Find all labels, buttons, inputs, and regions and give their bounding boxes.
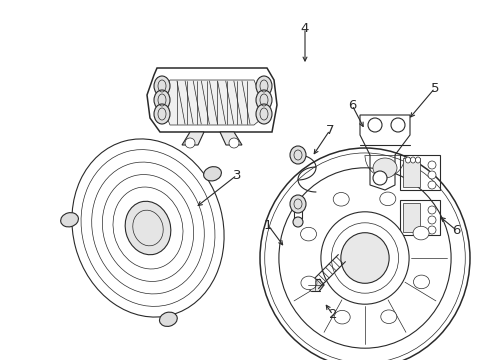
Text: 6: 6	[347, 99, 355, 112]
Text: 2: 2	[328, 309, 337, 321]
Text: 1: 1	[263, 219, 272, 231]
Ellipse shape	[332, 193, 348, 206]
Ellipse shape	[380, 310, 396, 324]
Ellipse shape	[125, 201, 170, 255]
Ellipse shape	[390, 118, 404, 132]
Ellipse shape	[427, 181, 435, 189]
Text: 5: 5	[430, 81, 438, 95]
Ellipse shape	[154, 104, 170, 124]
Ellipse shape	[292, 217, 303, 227]
Ellipse shape	[256, 76, 271, 96]
Text: 3: 3	[232, 168, 241, 181]
Ellipse shape	[333, 310, 349, 324]
Ellipse shape	[427, 206, 435, 214]
Ellipse shape	[260, 148, 469, 360]
Ellipse shape	[289, 146, 305, 164]
Ellipse shape	[415, 157, 420, 163]
Ellipse shape	[184, 138, 195, 148]
Text: 7: 7	[325, 123, 334, 136]
Ellipse shape	[300, 227, 316, 241]
Ellipse shape	[256, 104, 271, 124]
Ellipse shape	[203, 167, 221, 181]
Ellipse shape	[427, 171, 435, 179]
Ellipse shape	[405, 157, 409, 163]
Text: 4: 4	[300, 22, 308, 35]
Polygon shape	[359, 115, 409, 190]
Polygon shape	[182, 132, 203, 145]
Ellipse shape	[379, 192, 395, 206]
Ellipse shape	[340, 233, 388, 283]
Ellipse shape	[372, 158, 396, 178]
Ellipse shape	[289, 195, 305, 213]
Ellipse shape	[72, 139, 224, 317]
Ellipse shape	[159, 312, 177, 327]
Polygon shape	[402, 203, 419, 232]
Ellipse shape	[300, 276, 316, 290]
Ellipse shape	[154, 76, 170, 96]
Ellipse shape	[427, 161, 435, 169]
Ellipse shape	[305, 278, 324, 292]
Ellipse shape	[412, 226, 428, 240]
Ellipse shape	[320, 212, 408, 304]
Text: 6: 6	[451, 224, 459, 237]
Ellipse shape	[372, 171, 386, 185]
Ellipse shape	[409, 157, 415, 163]
Polygon shape	[399, 155, 439, 190]
Polygon shape	[402, 158, 419, 187]
Ellipse shape	[256, 90, 271, 110]
Polygon shape	[163, 80, 260, 125]
Ellipse shape	[331, 223, 398, 293]
Polygon shape	[220, 132, 242, 145]
Ellipse shape	[228, 138, 239, 148]
Polygon shape	[147, 68, 276, 132]
Ellipse shape	[413, 275, 428, 289]
Ellipse shape	[154, 90, 170, 110]
Ellipse shape	[61, 213, 78, 227]
Ellipse shape	[367, 118, 381, 132]
Polygon shape	[399, 200, 439, 235]
Ellipse shape	[427, 216, 435, 224]
Ellipse shape	[427, 226, 435, 234]
